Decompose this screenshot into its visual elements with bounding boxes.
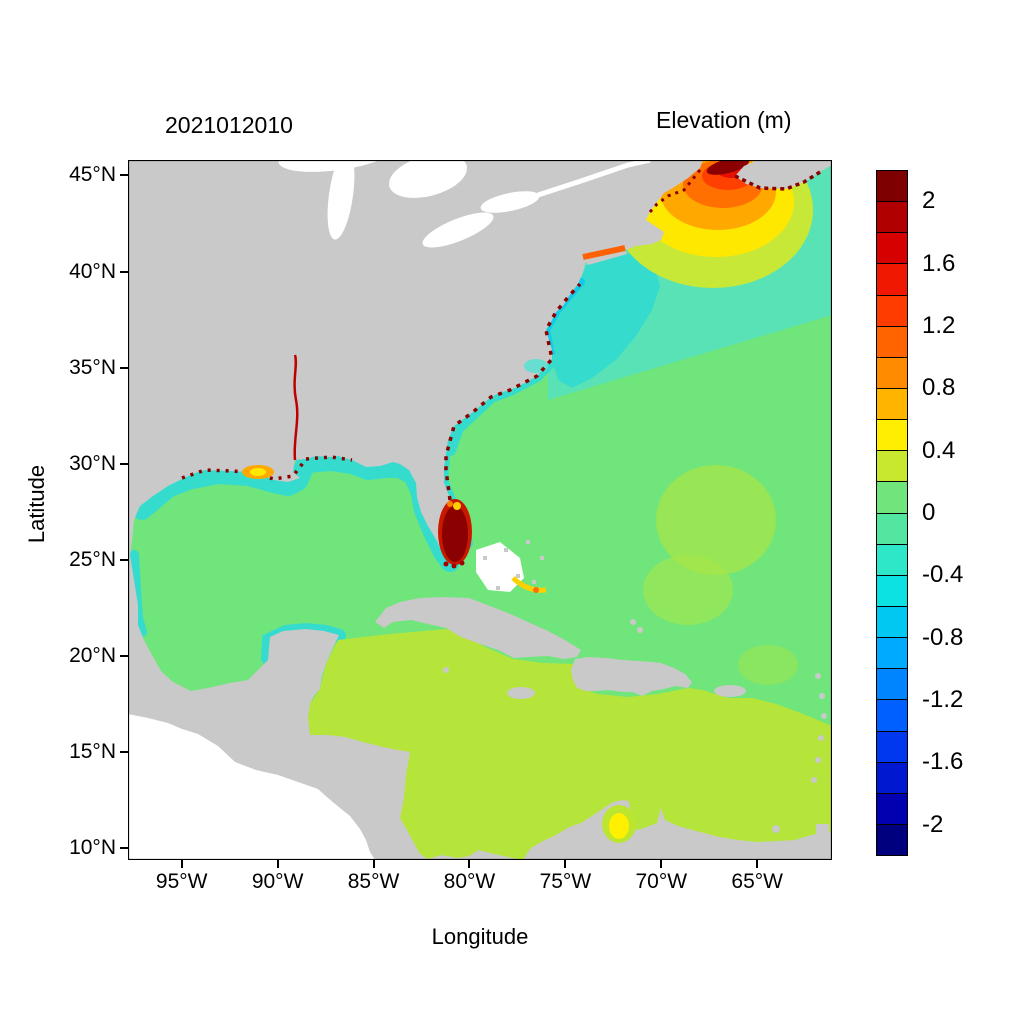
- land-north-central-south-america: [128, 160, 832, 860]
- south-florida-extreme: [438, 499, 472, 569]
- louisiana-surge-patch: [242, 465, 274, 479]
- y-tick-mark: [120, 174, 128, 177]
- islands: [375, 250, 829, 835]
- colorbar-segment: [877, 731, 907, 763]
- x-tick-label: 80°W: [443, 870, 496, 893]
- y-tick-label: 35°N: [69, 355, 116, 379]
- nova-scotia-land: [735, 160, 832, 189]
- colorbar-segment: [877, 233, 907, 265]
- colorbar-segment: [877, 700, 907, 732]
- x-tick-mark: [180, 860, 183, 868]
- x-tick-mark: [372, 860, 375, 868]
- y-tick-label: 25°N: [69, 548, 116, 571]
- colorbar-segment: [877, 669, 907, 701]
- colorbar-tick-label: 0: [922, 499, 936, 526]
- map-plot-area: [128, 160, 832, 860]
- x-tick-mark: [756, 860, 759, 868]
- pamlico-sound: [524, 359, 548, 373]
- colorbar-segment: [877, 451, 907, 483]
- colorbar-segment: [877, 762, 907, 794]
- x-tick-mark: [564, 860, 567, 868]
- colorbar-tick-label: -1.6: [922, 748, 964, 776]
- y-tick-mark: [120, 559, 128, 561]
- jamaica: [507, 687, 535, 699]
- y-tick-mark: [120, 366, 128, 369]
- long-island-sound-strip: [582, 245, 626, 260]
- colorbar-tick-label: -2: [922, 810, 944, 838]
- x-tick-mark: [468, 860, 471, 868]
- map-canvas: [128, 160, 832, 860]
- x-tick-label: 75°W: [539, 870, 592, 893]
- colorbar-segment: [877, 793, 907, 825]
- colorbar-segment: [877, 544, 907, 576]
- y-tick-label: 40°N: [69, 259, 116, 283]
- colorbar-tick-label: -1.2: [922, 686, 964, 714]
- y-tick-mark: [120, 847, 128, 850]
- x-tick-label: 65°W: [731, 870, 783, 893]
- colorbar-segment: [877, 326, 907, 358]
- great-lakes: [278, 160, 651, 248]
- colorbar-tick-label: 2: [922, 187, 936, 215]
- colorbar-segment: [877, 606, 907, 639]
- x-tick-mark: [660, 860, 663, 868]
- plot-border: [128, 160, 832, 860]
- colorbar-segment: [877, 482, 907, 514]
- caribbean-region: [308, 628, 832, 860]
- colorbar-segment: [877, 420, 907, 452]
- colorbar-tick-label: -0.8: [922, 623, 964, 651]
- colorbar-segment: [877, 202, 907, 234]
- colorbar-tick-label: -0.4: [922, 561, 964, 589]
- y-tick-mark: [120, 655, 128, 658]
- colorbar-segment: [877, 264, 907, 296]
- y-tick-mark: [120, 751, 128, 754]
- x-tick-label: 85°W: [347, 870, 400, 893]
- colorbar-tick-label: 1.6: [922, 249, 956, 277]
- colorbar-segment: [877, 513, 907, 545]
- lake-maracaibo: [602, 805, 636, 843]
- colorbar-segment: [877, 388, 907, 421]
- south-cuba-yellow-arc: [511, 576, 547, 593]
- colorbar-tick-label: 0.8: [922, 374, 956, 402]
- atlantic-yellow-green-patches: [643, 465, 798, 685]
- colorbar-segment: [877, 171, 907, 203]
- colorbar-title: Elevation (m): [656, 107, 792, 133]
- grand-cayman: [443, 667, 449, 673]
- colorbar: [876, 170, 908, 856]
- run-timestamp-title: 2021012010: [165, 112, 293, 138]
- pacific-outside-domain: [128, 714, 375, 860]
- y-tick-mark: [120, 270, 128, 273]
- x-tick-label: 95°W: [155, 870, 208, 893]
- trinidad: [816, 824, 829, 835]
- colorbar-segment: [877, 295, 907, 327]
- x-axis-title: Longitude: [431, 924, 529, 949]
- hispaniola: [571, 657, 692, 696]
- margarita: [772, 825, 780, 833]
- x-tick-label: 90°W: [251, 870, 304, 893]
- y-tick-mark: [120, 462, 128, 465]
- cuba: [375, 597, 581, 659]
- long-island: [584, 250, 627, 265]
- colorbar-tick-label: 1.2: [922, 311, 956, 339]
- y-tick-label: 20°N: [69, 644, 116, 668]
- y-tick-label: 30°N: [69, 451, 116, 475]
- y-tick-label: 10°N: [69, 836, 116, 860]
- y-tick-label: 45°N: [69, 163, 116, 187]
- puerto-rico: [714, 685, 746, 697]
- coastal-extremes: [181, 169, 821, 501]
- colorbar-tick-label: 0.4: [922, 436, 956, 464]
- y-axis-title: Latitude: [24, 464, 49, 544]
- colorbar-segment: [877, 824, 907, 856]
- colorbar-segment: [877, 638, 907, 670]
- x-tick-label: 70°W: [635, 870, 688, 893]
- x-tick-mark: [276, 860, 279, 868]
- y-tick-label: 15°N: [69, 740, 116, 764]
- colorbar-segment: [877, 357, 907, 389]
- colorbar-segment: [877, 575, 907, 607]
